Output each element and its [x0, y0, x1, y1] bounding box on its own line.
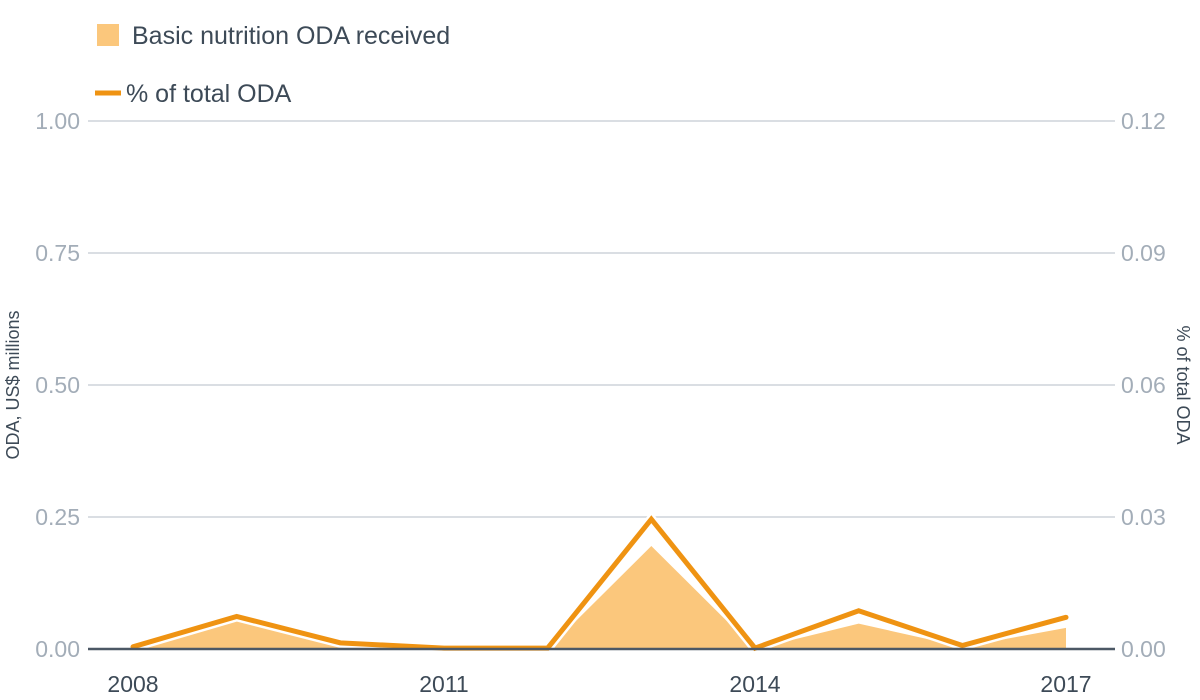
right-tick-label: 0.03 [1121, 504, 1166, 530]
right-tick-label: 0.00 [1121, 636, 1166, 662]
right-tick-label: 0.06 [1121, 372, 1166, 398]
legend-area-swatch [97, 24, 119, 46]
area-basic-nutrition-oda [133, 546, 1066, 649]
line-series [128, 511, 1071, 655]
axes: 0.00 0.25 0.50 0.75 1.00 0.00 0.03 0.06 0.09 0.12… [35, 108, 1166, 697]
line-pct-total-oda [130, 515, 1069, 652]
x-tick-label: 2014 [729, 671, 780, 697]
left-axis-title: ODA, US$ millions [3, 310, 23, 459]
legend: Basic nutrition ODA received % of total … [95, 22, 450, 108]
legend-area-label: Basic nutrition ODA received [132, 22, 450, 50]
left-tick-label: 0.25 [35, 504, 80, 530]
area-series [133, 546, 1066, 649]
x-tick-label: 2011 [419, 671, 468, 697]
gridlines [88, 120, 1115, 518]
legend-line-label: % of total ODA [126, 80, 292, 108]
right-tick-label: 0.09 [1121, 240, 1166, 266]
x-tick-label: 2017 [1040, 671, 1091, 697]
right-tick-label: 0.12 [1121, 108, 1166, 134]
left-tick-label: 1.00 [35, 108, 80, 134]
right-axis-title: % of total ODA [1173, 325, 1193, 444]
left-tick-label: 0.00 [35, 636, 80, 662]
left-tick-label: 0.75 [35, 240, 80, 266]
x-tick-label: 2008 [107, 671, 158, 697]
left-tick-label: 0.50 [35, 372, 80, 398]
